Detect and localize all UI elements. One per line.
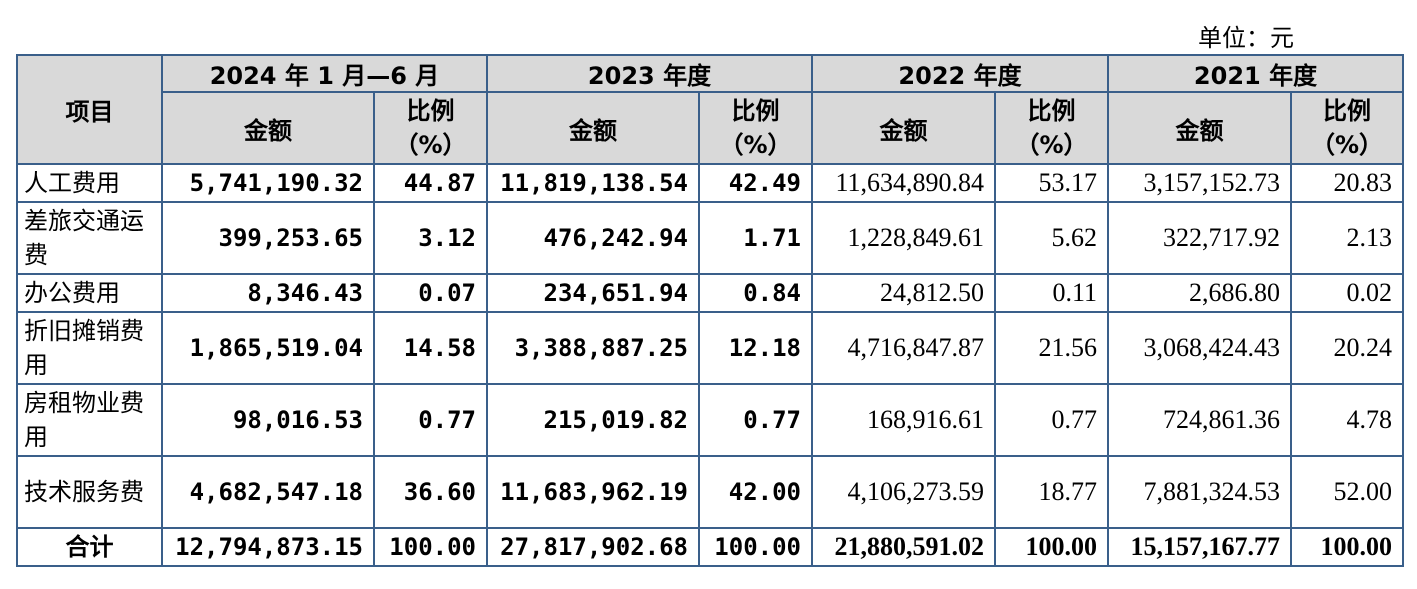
ratio-cell: 12.18 bbox=[698, 311, 813, 385]
amount-cell: 3,068,424.43 bbox=[1107, 311, 1292, 385]
ratio-cell: 100.00 bbox=[698, 527, 813, 567]
header-ratio: 比例 （%） bbox=[994, 91, 1109, 165]
header-ratio: 比例 （%） bbox=[1290, 91, 1404, 165]
amount-cell: 98,016.53 bbox=[161, 383, 375, 457]
ratio-cell: 0.77 bbox=[698, 383, 813, 457]
amount-cell: 4,682,547.18 bbox=[161, 455, 375, 529]
amount-cell: 24,812.50 bbox=[811, 273, 996, 313]
ratio-cell: 20.83 bbox=[1290, 163, 1404, 203]
ratio-cell: 5.62 bbox=[994, 201, 1109, 275]
total-row: 合计 12,794,873.15 100.00 27,817,902.68 100.00… bbox=[16, 527, 1404, 567]
row-label: 合计 bbox=[16, 527, 163, 567]
table-row: 房租物业费用 98,016.53 0.77 215,019.82 0.77 168,916… bbox=[16, 383, 1404, 457]
row-label: 技术服务费 bbox=[16, 455, 163, 529]
table-row: 差旅交通运费 399,253.65 3.12 476,242.94 1.71 1,228,… bbox=[16, 201, 1404, 275]
ratio-cell: 4.78 bbox=[1290, 383, 1404, 457]
amount-cell: 4,106,273.59 bbox=[811, 455, 996, 529]
ratio-cell: 1.71 bbox=[698, 201, 813, 275]
amount-cell: 724,861.36 bbox=[1107, 383, 1292, 457]
amount-cell: 234,651.94 bbox=[486, 273, 700, 313]
header-ratio-line2: （%） bbox=[1310, 131, 1384, 159]
row-label: 人工费用 bbox=[16, 163, 163, 203]
ratio-cell: 42.49 bbox=[698, 163, 813, 203]
unit-label: 单位：元 bbox=[1198, 24, 1294, 52]
amount-cell: 1,865,519.04 bbox=[161, 311, 375, 385]
header-ratio-line1: 比例 bbox=[406, 97, 455, 125]
ratio-cell: 44.87 bbox=[373, 163, 488, 203]
header-ratio-line1: 比例 bbox=[1323, 97, 1371, 125]
expense-table: 项目 2024 年 1 月—6 月 2023 年度 2022 年度 2021 年… bbox=[16, 54, 1404, 567]
ratio-cell: 100.00 bbox=[1290, 527, 1404, 567]
ratio-cell: 42.00 bbox=[698, 455, 813, 529]
header-ratio-line2: （%） bbox=[394, 131, 467, 159]
amount-cell: 7,881,324.53 bbox=[1107, 455, 1292, 529]
table-row: 折旧摊销费用 1,865,519.04 14.58 3,388,887.25 12.18… bbox=[16, 311, 1404, 385]
ratio-cell: 0.02 bbox=[1290, 273, 1404, 313]
ratio-cell: 52.00 bbox=[1290, 455, 1404, 529]
header-amount: 金额 bbox=[161, 91, 375, 165]
amount-cell: 5,741,190.32 bbox=[161, 163, 375, 203]
header-period-2022: 2022 年度 bbox=[811, 54, 1109, 93]
header-period-2023: 2023 年度 bbox=[486, 54, 813, 93]
header-period-2021: 2021 年度 bbox=[1107, 54, 1404, 93]
ratio-cell: 100.00 bbox=[994, 527, 1109, 567]
ratio-cell: 53.17 bbox=[994, 163, 1109, 203]
amount-cell: 2,686.80 bbox=[1107, 273, 1292, 313]
amount-cell: 3,157,152.73 bbox=[1107, 163, 1292, 203]
header-ratio: 比例 （%） bbox=[373, 91, 488, 165]
table-row: 办公费用 8,346.43 0.07 234,651.94 0.84 24,812.50 0… bbox=[16, 273, 1404, 313]
amount-cell: 3,388,887.25 bbox=[486, 311, 700, 385]
ratio-cell: 0.11 bbox=[994, 273, 1109, 313]
ratio-cell: 3.12 bbox=[373, 201, 488, 275]
ratio-cell: 21.56 bbox=[994, 311, 1109, 385]
header-ratio-line1: 比例 bbox=[731, 97, 780, 125]
amount-cell: 21,880,591.02 bbox=[811, 527, 996, 567]
header-ratio: 比例 （%） bbox=[698, 91, 813, 165]
row-label: 差旅交通运费 bbox=[16, 201, 163, 275]
amount-cell: 322,717.92 bbox=[1107, 201, 1292, 275]
header-ratio-line2: （%） bbox=[1015, 131, 1088, 159]
ratio-cell: 0.77 bbox=[994, 383, 1109, 457]
ratio-cell: 20.24 bbox=[1290, 311, 1404, 385]
amount-cell: 1,228,849.61 bbox=[811, 201, 996, 275]
ratio-cell: 0.84 bbox=[698, 273, 813, 313]
header-period-2024h1: 2024 年 1 月—6 月 bbox=[161, 54, 488, 93]
header-ratio-line2: （%） bbox=[719, 131, 792, 159]
table-row: 技术服务费 4,682,547.18 36.60 11,683,962.19 42.00… bbox=[16, 455, 1404, 529]
amount-cell: 12,794,873.15 bbox=[161, 527, 375, 567]
ratio-cell: 14.58 bbox=[373, 311, 488, 385]
amount-cell: 168,916.61 bbox=[811, 383, 996, 457]
amount-cell: 15,157,167.77 bbox=[1107, 527, 1292, 567]
amount-cell: 215,019.82 bbox=[486, 383, 700, 457]
ratio-cell: 18.77 bbox=[994, 455, 1109, 529]
header-amount: 金额 bbox=[1107, 91, 1292, 165]
amount-cell: 399,253.65 bbox=[161, 201, 375, 275]
amount-cell: 11,634,890.84 bbox=[811, 163, 996, 203]
table-row: 人工费用 5,741,190.32 44.87 11,819,138.54 42.49 1… bbox=[16, 163, 1404, 203]
header-item: 项目 bbox=[16, 54, 163, 165]
amount-cell: 8,346.43 bbox=[161, 273, 375, 313]
amount-cell: 11,819,138.54 bbox=[486, 163, 700, 203]
row-label: 房租物业费用 bbox=[16, 383, 163, 457]
ratio-cell: 36.60 bbox=[373, 455, 488, 529]
ratio-cell: 2.13 bbox=[1290, 201, 1404, 275]
ratio-cell: 0.77 bbox=[373, 383, 488, 457]
ratio-cell: 100.00 bbox=[373, 527, 488, 567]
header-amount: 金额 bbox=[486, 91, 700, 165]
amount-cell: 27,817,902.68 bbox=[486, 527, 700, 567]
ratio-cell: 0.07 bbox=[373, 273, 488, 313]
header-ratio-line1: 比例 bbox=[1027, 97, 1076, 125]
amount-cell: 11,683,962.19 bbox=[486, 455, 700, 529]
amount-cell: 476,242.94 bbox=[486, 201, 700, 275]
header-amount: 金额 bbox=[811, 91, 996, 165]
amount-cell: 4,716,847.87 bbox=[811, 311, 996, 385]
row-label: 折旧摊销费用 bbox=[16, 311, 163, 385]
row-label: 办公费用 bbox=[16, 273, 163, 313]
